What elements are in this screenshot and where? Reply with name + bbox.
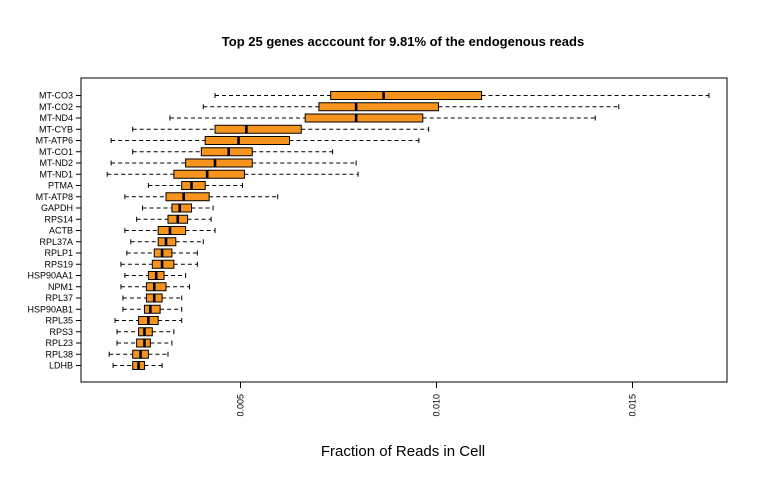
box-mt-atp8 xyxy=(124,192,279,202)
category-label: GAPDH xyxy=(41,203,73,213)
category-label: RPS19 xyxy=(44,259,73,269)
x-tick-label: 0.015 xyxy=(628,394,638,417)
box-mt-nd1 xyxy=(106,169,359,179)
category-axis: MT-CO3MT-CO2MT-ND4MT-CYBMT-ATP6MT-CO1MT-… xyxy=(27,91,81,371)
category-label: MT-ATP8 xyxy=(36,192,73,202)
category-label: MT-ATP6 xyxy=(36,136,73,146)
box-mt-co3 xyxy=(214,91,710,100)
chart-title: Top 25 genes acccount for 9.81% of the e… xyxy=(222,34,584,49)
box-rplp1 xyxy=(126,248,198,258)
category-label: RPL38 xyxy=(45,349,73,359)
box-rpl37a xyxy=(130,237,204,247)
category-label: MT-CO2 xyxy=(39,102,73,112)
box-iqr xyxy=(318,102,439,112)
category-label: MT-CO3 xyxy=(39,91,73,101)
box-iqr xyxy=(171,203,192,213)
box-rpl23 xyxy=(116,338,173,348)
category-label: RPL35 xyxy=(45,316,73,326)
box-mt-co1 xyxy=(132,147,334,157)
category-label: RPL23 xyxy=(45,338,73,348)
category-label: MT-CO1 xyxy=(39,147,73,157)
box-rps19 xyxy=(120,259,198,269)
x-tick-label: 0.010 xyxy=(432,394,442,417)
category-label: RPS14 xyxy=(44,214,73,224)
category-label: RPL37 xyxy=(45,293,73,303)
category-label: LDHB xyxy=(49,361,73,371)
box-iqr xyxy=(200,147,253,157)
box-ldhb xyxy=(112,361,163,370)
box-iqr xyxy=(181,181,206,190)
box-rpl38 xyxy=(108,349,169,359)
boxes-layer xyxy=(106,91,710,370)
box-mt-atp6 xyxy=(110,136,420,145)
box-mt-nd2 xyxy=(110,158,357,168)
category-label: NPM1 xyxy=(48,282,73,292)
box-rps3 xyxy=(116,327,175,337)
box-npm1 xyxy=(120,282,191,292)
box-iqr xyxy=(330,91,483,100)
box-iqr xyxy=(185,158,253,168)
box-rpl35 xyxy=(114,316,183,325)
box-rps14 xyxy=(136,214,212,224)
box-hsp90ab1 xyxy=(122,304,183,314)
category-label: MT-ND1 xyxy=(40,169,74,179)
x-tick-label: 0.005 xyxy=(236,394,246,417)
box-rpl37 xyxy=(122,293,183,303)
category-label: RPS3 xyxy=(49,327,73,337)
category-label: RPL37A xyxy=(39,237,73,247)
box-iqr xyxy=(143,304,161,314)
category-label: PTMA xyxy=(48,181,73,191)
box-iqr xyxy=(304,113,424,123)
category-label: RPLP1 xyxy=(44,248,73,258)
box-iqr xyxy=(145,282,167,292)
category-label: ACTB xyxy=(49,226,73,236)
category-label: MT-ND2 xyxy=(40,158,74,168)
box-mt-cyb xyxy=(132,124,430,134)
x-axis: 0.005 0.010 0.015 xyxy=(236,382,638,417)
box-iqr xyxy=(173,169,245,179)
box-iqr xyxy=(165,192,210,202)
box-mt-co2 xyxy=(202,102,620,112)
category-label: MT-CYB xyxy=(39,124,73,134)
box-ptma xyxy=(147,181,243,190)
category-label: HSP90AB1 xyxy=(27,304,73,314)
box-iqr xyxy=(157,226,187,235)
box-hsp90aa1 xyxy=(124,271,187,280)
category-label: MT-ND4 xyxy=(40,113,74,123)
box-iqr xyxy=(204,136,290,145)
box-gapdh xyxy=(142,203,214,213)
box-actb xyxy=(124,226,216,235)
category-label: HSP90AA1 xyxy=(27,271,73,281)
box-mt-nd4 xyxy=(169,113,596,123)
x-axis-label: Fraction of Reads in Cell xyxy=(321,443,485,460)
box-iqr xyxy=(214,124,302,134)
